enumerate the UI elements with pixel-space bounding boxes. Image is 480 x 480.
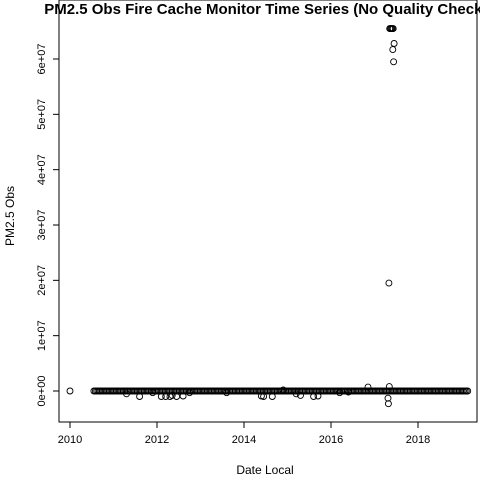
y-tick-label: 1e+07 bbox=[36, 320, 48, 351]
plot-frame bbox=[58, 0, 478, 423]
x-tick-label: 2012 bbox=[145, 434, 169, 446]
data-point bbox=[384, 394, 392, 402]
x-tick-label: 2014 bbox=[232, 434, 256, 446]
data-points bbox=[66, 25, 398, 408]
data-point bbox=[260, 393, 268, 400]
data-point bbox=[162, 393, 170, 400]
data-point bbox=[292, 390, 300, 398]
data-point bbox=[364, 383, 372, 391]
data-point bbox=[123, 390, 130, 398]
data-point bbox=[344, 388, 352, 396]
data-point bbox=[389, 25, 397, 33]
chart-title: PM2.5 Obs Fire Cache Monitor Time Series… bbox=[44, 1, 480, 18]
data-point bbox=[385, 383, 393, 391]
data-point bbox=[223, 389, 231, 397]
data-point bbox=[310, 393, 318, 400]
data-point bbox=[168, 391, 176, 399]
data-point bbox=[268, 393, 276, 400]
y-tick-label: 2e+07 bbox=[36, 265, 48, 296]
data-point bbox=[384, 400, 392, 408]
y-axis-label: PM2.5 Obs bbox=[3, 186, 17, 246]
data-point bbox=[173, 393, 181, 400]
data-point bbox=[149, 389, 157, 397]
data-point bbox=[66, 387, 74, 395]
data-point bbox=[157, 393, 165, 400]
x-axis-ticks: 2010 2012 2014 2016 2018 bbox=[58, 422, 430, 446]
y-tick-label: 3e+07 bbox=[36, 210, 48, 241]
data-point bbox=[390, 40, 398, 47]
x-tick-label: 2016 bbox=[319, 434, 343, 446]
data-point bbox=[136, 393, 144, 400]
y-tick-label: 5e+07 bbox=[36, 99, 48, 130]
data-point bbox=[389, 46, 397, 54]
data-point bbox=[297, 391, 304, 399]
data-point bbox=[385, 279, 393, 287]
data-point bbox=[464, 387, 472, 395]
y-axis-ticks: 0e+00 1e+07 2e+07 3e+07 4e+07 5e+07 6e+07 bbox=[36, 44, 59, 407]
x-axis-label: Date Local bbox=[236, 463, 293, 477]
y-tick-label: 4e+07 bbox=[36, 154, 48, 185]
data-point bbox=[336, 389, 344, 397]
x-tick-label: 2018 bbox=[406, 434, 430, 446]
y-tick-label: 0e+00 bbox=[36, 376, 48, 407]
data-point bbox=[186, 389, 194, 397]
data-point bbox=[314, 392, 322, 400]
data-point bbox=[390, 58, 398, 66]
data-point bbox=[179, 392, 187, 400]
x-tick-label: 2010 bbox=[58, 434, 82, 446]
data-point bbox=[279, 386, 287, 394]
y-tick-label: 6e+07 bbox=[36, 44, 48, 75]
